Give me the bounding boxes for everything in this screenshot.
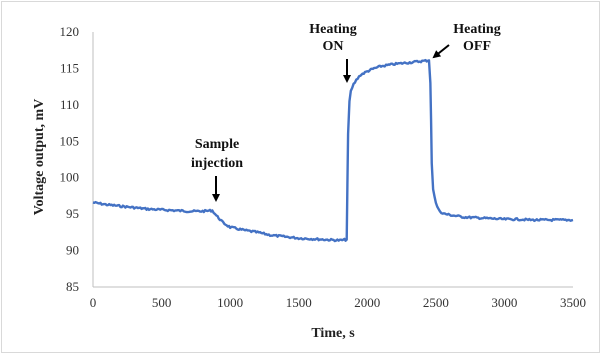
annotation-label: Heating bbox=[453, 22, 500, 37]
series-line bbox=[92, 58, 574, 243]
y-axis: 85 90 95 100 105 110 115 120 bbox=[60, 24, 94, 294]
x-tick-label: 1000 bbox=[217, 295, 243, 310]
x-tick-label: 3500 bbox=[560, 295, 586, 310]
y-tick-label: 115 bbox=[60, 60, 79, 75]
annotation-label: ON bbox=[323, 39, 344, 54]
x-tick-label: 500 bbox=[152, 295, 172, 310]
x-tick-label: 2500 bbox=[423, 295, 449, 310]
annotation-label: Heating bbox=[309, 22, 356, 37]
x-tick-label: 2000 bbox=[354, 295, 380, 310]
y-tick-label: 95 bbox=[66, 206, 79, 221]
x-tick-label: 0 bbox=[90, 295, 97, 310]
annotation-label: injection bbox=[191, 156, 243, 171]
x-axis-title: Time, s bbox=[311, 326, 355, 341]
annotation-arrow bbox=[432, 44, 450, 59]
y-tick-label: 120 bbox=[60, 24, 80, 39]
x-axis: 0 500 1000 1500 2000 2500 3000 3500 bbox=[90, 286, 586, 310]
x-tick-label: 1500 bbox=[286, 295, 312, 310]
y-tick-label: 100 bbox=[60, 170, 80, 185]
y-tick-label: 85 bbox=[66, 279, 79, 294]
annotations-layer: Sample injection Heating ON Heating OFF bbox=[191, 22, 501, 202]
annotation-label: OFF bbox=[463, 39, 491, 54]
annotation-label: Sample bbox=[195, 137, 239, 152]
y-tick-label: 90 bbox=[66, 243, 79, 258]
series-layer bbox=[92, 58, 574, 243]
y-axis-title: Voltage output, mV bbox=[32, 99, 47, 216]
x-tick-label: 3000 bbox=[491, 295, 517, 310]
y-tick-label: 110 bbox=[60, 97, 79, 112]
y-tick-label: 105 bbox=[60, 133, 80, 148]
